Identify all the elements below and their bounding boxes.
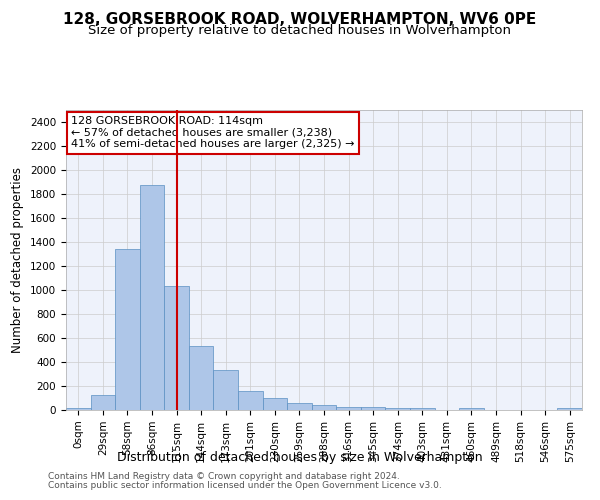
Bar — [459, 408, 484, 410]
Text: Distribution of detached houses by size in Wolverhampton: Distribution of detached houses by size … — [117, 451, 483, 464]
Text: Contains HM Land Registry data © Crown copyright and database right 2024.: Contains HM Land Registry data © Crown c… — [48, 472, 400, 481]
Bar — [336, 406, 361, 410]
Bar — [287, 403, 312, 410]
Bar — [263, 398, 287, 410]
Bar — [115, 248, 140, 410]
Bar — [164, 286, 189, 410]
Bar — [238, 391, 263, 410]
Bar — [410, 408, 434, 410]
Y-axis label: Number of detached properties: Number of detached properties — [11, 167, 25, 353]
Text: Contains public sector information licensed under the Open Government Licence v3: Contains public sector information licen… — [48, 481, 442, 490]
Text: Size of property relative to detached houses in Wolverhampton: Size of property relative to detached ho… — [89, 24, 511, 37]
Bar — [91, 395, 115, 410]
Bar — [385, 408, 410, 410]
Bar — [214, 370, 238, 410]
Text: 128, GORSEBROOK ROAD, WOLVERHAMPTON, WV6 0PE: 128, GORSEBROOK ROAD, WOLVERHAMPTON, WV6… — [64, 12, 536, 28]
Bar — [312, 406, 336, 410]
Bar — [66, 408, 91, 410]
Bar — [361, 407, 385, 410]
Bar — [189, 346, 214, 410]
Bar — [557, 408, 582, 410]
Bar — [140, 185, 164, 410]
Text: 128 GORSEBROOK ROAD: 114sqm
← 57% of detached houses are smaller (3,238)
41% of : 128 GORSEBROOK ROAD: 114sqm ← 57% of det… — [71, 116, 355, 149]
